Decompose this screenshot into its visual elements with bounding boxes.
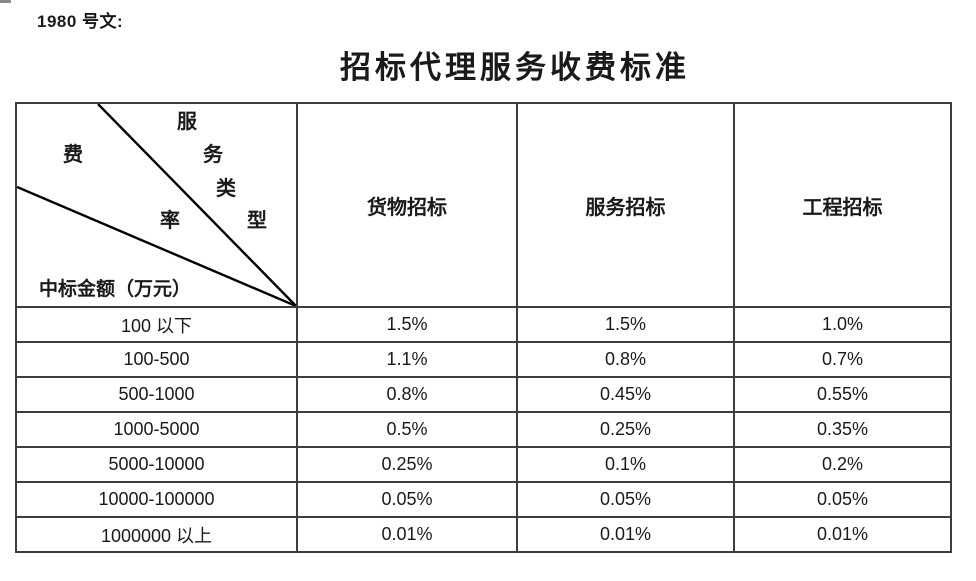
fee-cell: 0.1% [516,446,735,483]
fee-cell: 0.55% [733,376,952,413]
fee-cell: 0.01% [296,516,518,553]
row-label: 100-500 [15,341,298,378]
row-label: 1000-5000 [15,411,298,448]
fee-cell: 0.05% [733,481,952,518]
fee-cell: 1.5% [296,306,518,343]
row-label: 10000-100000 [15,481,298,518]
fee-cell: 0.8% [296,376,518,413]
row-label: 1000000 以上 [15,516,298,553]
fee-cell: 0.5% [296,411,518,448]
corner-label-fee-rate-char: 费 [63,144,83,166]
row-label: 5000-10000 [15,446,298,483]
table-row: 100-500 1.1% 0.8% 0.7% [15,341,952,378]
table-header-row: 服 务 类 型 费 率 中标金额（万元） 货物招标 服务招标 工程招标 [15,102,952,308]
corner-label-amount: 中标金额（万元） [39,279,192,300]
table-row: 100 以下 1.5% 1.5% 1.0% [15,306,952,343]
corner-label-service-type-char: 务 [203,144,223,166]
fee-cell: 0.05% [516,481,735,518]
fee-cell: 0.7% [733,341,952,378]
table-corner-cell: 服 务 类 型 费 率 中标金额（万元） [15,102,298,308]
fee-cell: 0.35% [733,411,952,448]
fee-cell: 0.01% [516,516,735,553]
fee-cell: 0.45% [516,376,735,413]
table-row: 1000-5000 0.5% 0.25% 0.35% [15,411,952,448]
corner-cell-content: 服 务 类 型 费 率 中标金额（万元） [17,104,296,306]
table-row: 10000-100000 0.05% 0.05% 0.05% [15,481,952,518]
fee-cell: 0.01% [733,516,952,553]
column-header-services: 服务招标 [516,102,735,308]
fee-cell: 0.8% [516,341,735,378]
fee-cell: 0.05% [296,481,518,518]
table-row: 500-1000 0.8% 0.45% 0.55% [15,376,952,413]
doc-reference: 1980 号文: [37,12,124,31]
diagonal-divider-lines [17,104,296,306]
fee-cell: 0.2% [733,446,952,483]
table-row: 5000-10000 0.25% 0.1% 0.2% [15,446,952,483]
fee-cell: 0.25% [296,446,518,483]
row-label: 100 以下 [15,306,298,343]
column-header-goods: 货物招标 [296,102,518,308]
corner-label-service-type-char: 类 [216,178,236,200]
page-title: 招标代理服务收费标准 [340,50,690,85]
corner-label-fee-rate-char: 率 [160,210,180,232]
fee-cell: 1.0% [733,306,952,343]
corner-label-service-type-char: 型 [247,210,267,232]
fee-cell: 1.1% [296,341,518,378]
fee-standard-table: 服 务 类 型 费 率 中标金额（万元） 货物招标 服务招标 工程招标 100 … [15,102,952,553]
row-label: 500-1000 [15,376,298,413]
table-row: 1000000 以上 0.01% 0.01% 0.01% [15,516,952,553]
corner-label-service-type-char: 服 [177,111,197,133]
column-header-works: 工程招标 [733,102,952,308]
page-edge-artifact [0,0,11,3]
fee-cell: 0.25% [516,411,735,448]
fee-cell: 1.5% [516,306,735,343]
